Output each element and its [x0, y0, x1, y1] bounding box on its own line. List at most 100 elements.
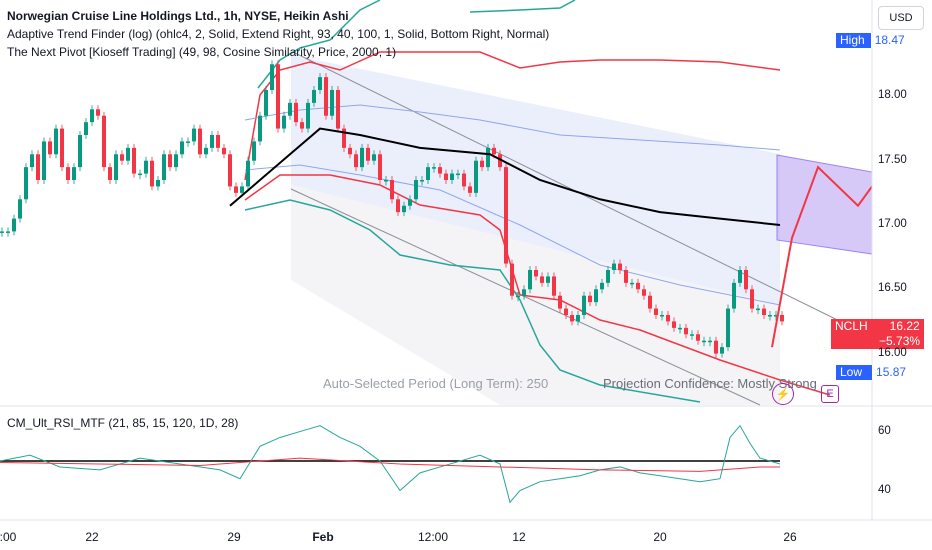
candle-body: [528, 270, 532, 290]
currency-button[interactable]: USD: [878, 6, 924, 30]
candle-body: [138, 173, 142, 176]
candle-body: [126, 147, 130, 161]
candle-body: [372, 154, 376, 161]
candle-body: [198, 128, 202, 155]
channel-lower-line: [290, 188, 761, 406]
candle-body: [426, 167, 430, 180]
candle-body: [672, 321, 676, 328]
candle-body: [480, 160, 484, 168]
chart-title: Norwegian Cruise Line Holdings Ltd., 1h,…: [7, 9, 349, 23]
rsi-tick-label: 60: [878, 424, 891, 437]
candle-body: [18, 199, 22, 219]
candle-body: [342, 128, 346, 148]
last-price-change: −5.73%: [879, 334, 921, 348]
candle-body: [300, 122, 304, 129]
low-label: Low: [840, 365, 863, 379]
candle-body: [654, 308, 658, 315]
candle-body: [624, 270, 628, 283]
candle-body: [246, 160, 250, 187]
price-tick-label: 17.50: [878, 153, 907, 166]
candle-body: [168, 154, 172, 168]
candle-body: [456, 173, 460, 176]
time-tick-label: 12:00: [417, 530, 449, 544]
candle-body: [378, 154, 382, 180]
projection-line: [771, 165, 873, 348]
candle-body: [552, 276, 556, 296]
upper-blue-band: [244, 104, 781, 151]
candle-body: [726, 308, 730, 348]
time-tick-label: 20: [653, 530, 667, 544]
candle-body: [630, 282, 634, 285]
candle-body: [186, 141, 190, 143]
time-tick-label: 26: [783, 530, 797, 544]
candle-body: [336, 90, 340, 129]
candle-body: [606, 270, 610, 283]
candle-body: [288, 102, 292, 116]
rsi-tick-label: 40: [878, 483, 891, 496]
lightning-icon[interactable]: ⚡: [772, 383, 794, 405]
candle-body: [360, 147, 364, 168]
candle-body: [324, 77, 328, 116]
candle-body: [294, 102, 298, 123]
candle-body: [66, 167, 70, 180]
candle-body: [636, 282, 640, 290]
last-price-tag: NCLH 16.22 −5.73%: [831, 319, 924, 349]
candle-body: [708, 340, 712, 343]
candle-body: [582, 295, 586, 315]
candle-body: [192, 128, 196, 142]
auto-period-label: Auto-Selected Period (Long Term): 250: [323, 376, 549, 391]
candle-body: [432, 167, 436, 169]
candle-body: [282, 115, 286, 129]
candle-body: [216, 135, 220, 148]
candle-body: [510, 263, 514, 296]
main-price-pane: [0, 0, 873, 406]
high-label: High: [840, 33, 865, 47]
candle-body: [312, 90, 316, 103]
candle-body: [24, 167, 28, 200]
indicator-rsi[interactable]: CM_Ult_RSI_MTF (21, 85, 15, 120, 1D, 28): [7, 416, 239, 430]
candle-body: [402, 205, 406, 213]
candle-body: [6, 231, 10, 233]
candle-body: [120, 154, 124, 161]
candle-body: [576, 315, 580, 322]
candle-body: [102, 115, 106, 168]
candle-body: [720, 347, 724, 354]
candle-body: [222, 147, 226, 155]
indicator-adaptive-trend[interactable]: Adaptive Trend Finder (log) (ohlc4, 2, S…: [7, 27, 550, 41]
price-tick-label: 18.00: [878, 89, 907, 102]
candle-body: [396, 199, 400, 213]
high-tag: High 18.47: [836, 33, 909, 48]
candle-body: [114, 154, 118, 180]
candle-body: [0, 231, 4, 233]
candle-body: [678, 327, 682, 330]
candle-body: [588, 295, 592, 303]
candle-body: [156, 180, 160, 187]
lower-band-fill: [291, 185, 780, 405]
candle-body: [60, 128, 64, 168]
candle-body: [96, 109, 100, 116]
candle-body: [276, 64, 280, 129]
lower-blue-band: [244, 164, 781, 306]
candle-body: [756, 308, 760, 311]
indicator-next-pivot[interactable]: The Next Pivot [Kioseff Trading] (49, 98…: [7, 45, 397, 59]
upper-envelope: [244, 51, 781, 181]
earnings-icon[interactable]: E: [821, 385, 839, 403]
candle-body: [618, 263, 622, 270]
candle-body: [600, 282, 604, 290]
candle-body: [438, 167, 442, 174]
candle-body: [348, 147, 352, 155]
candle-body: [612, 263, 616, 270]
candle-body: [696, 334, 700, 341]
candle-body: [774, 315, 778, 317]
lower-teal-envelope: [244, 199, 701, 403]
candle-body: [144, 160, 148, 174]
candle-body: [702, 340, 706, 343]
candle-body: [408, 199, 412, 206]
candle-body: [150, 160, 154, 187]
price-tick-label: 17.00: [878, 218, 907, 230]
candle-body: [174, 154, 178, 168]
candle-body: [90, 109, 94, 123]
candle-body: [522, 289, 526, 296]
rsi-signal-line: [0, 457, 780, 472]
